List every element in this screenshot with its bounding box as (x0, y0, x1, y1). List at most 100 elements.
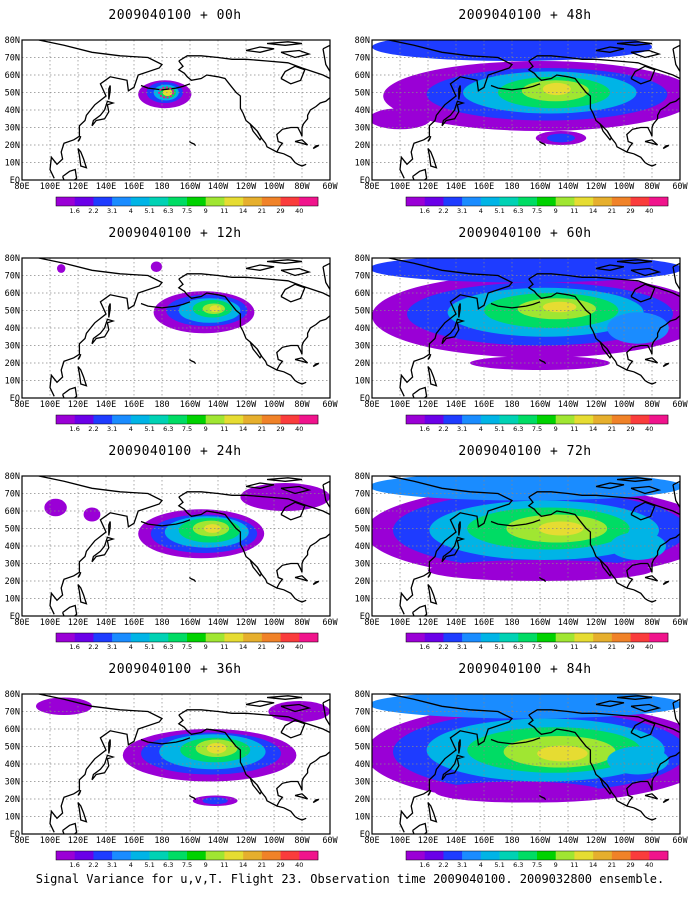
colorbar-swatch (243, 197, 263, 206)
colorbar-swatch (593, 415, 613, 424)
lat-tick-label: EQ (360, 176, 370, 186)
lat-tick-label: 60N (355, 71, 370, 81)
lon-tick-label: 80W (294, 182, 310, 192)
variance-contour (547, 133, 575, 143)
coastline (458, 85, 461, 100)
colorbar-swatch (649, 415, 669, 424)
lat-tick-label: 10N (355, 377, 370, 387)
colorbar-label: 9 (554, 207, 558, 215)
coastline (108, 85, 111, 100)
lon-tick-label: 140W (208, 400, 229, 410)
lon-tick-label: 140E (96, 618, 116, 628)
colorbar-label: 6.3 (163, 207, 173, 215)
lat-tick-label: 80N (5, 472, 20, 482)
lon-tick-label: 60W (672, 182, 688, 192)
lon-tick-label: 100E (390, 182, 410, 192)
coastline (388, 40, 514, 179)
coastline (427, 353, 432, 360)
coastline (188, 576, 197, 583)
colorbar-label: 4 (129, 425, 133, 433)
lat-tick-label: 20N (5, 359, 20, 369)
colorbar-swatch (555, 197, 575, 206)
colorbar-label: 40 (645, 207, 653, 215)
colorbar-label: 14 (589, 861, 597, 869)
colorbar-label: 5.1 (144, 861, 154, 869)
coastline (188, 358, 197, 365)
lon-tick-label: 140E (96, 400, 116, 410)
lon-tick-label: 100W (264, 400, 285, 410)
colorbar-swatch (205, 851, 225, 860)
lon-tick-label: 100E (390, 400, 410, 410)
colorbar-swatch (243, 633, 263, 642)
colorbar-label: 1.6 (70, 643, 80, 651)
colorbar-swatch (424, 851, 444, 860)
lat-tick-label: 70N (5, 708, 20, 718)
colorbar-swatch (280, 851, 300, 860)
lon-tick-label: 80E (364, 836, 379, 846)
coastline (249, 123, 263, 141)
coastline (140, 301, 191, 309)
colorbar-label: 40 (295, 643, 303, 651)
colorbar-swatch (112, 415, 132, 424)
panel-title: 2009040100 + 84h (458, 662, 592, 677)
colorbar-swatch (93, 851, 113, 860)
lon-tick-label: 80W (644, 836, 660, 846)
variance-contour (162, 89, 173, 96)
coastline (672, 480, 680, 509)
colorbar-swatch (499, 851, 519, 860)
lon-tick-label: 160E (124, 836, 144, 846)
lon-tick-label: 60W (322, 836, 338, 846)
colorbar-label: 2.2 (438, 861, 448, 869)
lon-tick-label: 80E (364, 182, 379, 192)
coastline (108, 303, 111, 318)
colorbar-swatch (261, 197, 281, 206)
colorbar-frame (55, 850, 319, 861)
lat-tick-label: EQ (10, 830, 20, 840)
coastline (662, 362, 670, 368)
colorbar-frame (405, 850, 669, 861)
colorbar-label: 9 (554, 643, 558, 651)
lat-tick-label: 30N (5, 560, 20, 570)
variance-contour (202, 797, 228, 805)
colorbar-swatch (443, 415, 463, 424)
map-frame (21, 693, 331, 835)
colorbar-swatch (611, 851, 631, 860)
lon-tick-label: 120W (236, 618, 257, 628)
colorbar-label: 5.1 (494, 425, 504, 433)
coastline (527, 714, 657, 821)
variance-contour (607, 312, 669, 344)
coastline (662, 798, 670, 804)
coastline (61, 386, 78, 398)
variance-contour (204, 524, 221, 533)
colorbar-label: 29 (626, 861, 634, 869)
lon-tick-label: 100E (40, 182, 60, 192)
variance-contour (372, 694, 680, 719)
coastline (595, 46, 625, 53)
colorbar-swatch (280, 633, 300, 642)
lon-tick-label: 160E (124, 400, 144, 410)
coastline (644, 357, 659, 364)
colorbar-label: 2.2 (438, 643, 448, 651)
colorbar-swatch (56, 633, 76, 642)
lon-tick-label: 100E (40, 836, 60, 846)
colorbar-swatch (149, 633, 169, 642)
colorbar-label: 6.3 (513, 207, 523, 215)
coastline (644, 793, 659, 800)
lon-tick-label: 160E (124, 618, 144, 628)
lon-tick-label: 140W (558, 400, 579, 410)
lon-tick-label: 160E (474, 618, 494, 628)
lat-tick-label: 50N (355, 525, 370, 535)
colorbar-frame (405, 632, 669, 643)
lon-tick-label: 120E (68, 618, 88, 628)
colorbar-swatch (424, 633, 444, 642)
colorbar-swatch (406, 415, 426, 424)
colorbar-label: 3.1 (457, 861, 467, 869)
lat-tick-label: 10N (355, 595, 370, 605)
variance-contour (607, 746, 669, 775)
lat-tick-label: EQ (360, 612, 370, 622)
colorbar-label: 7.5 (532, 207, 542, 215)
lon-tick-label: 120E (418, 182, 438, 192)
colorbar-label: 11 (220, 207, 228, 215)
lon-tick-label: 160W (530, 400, 551, 410)
